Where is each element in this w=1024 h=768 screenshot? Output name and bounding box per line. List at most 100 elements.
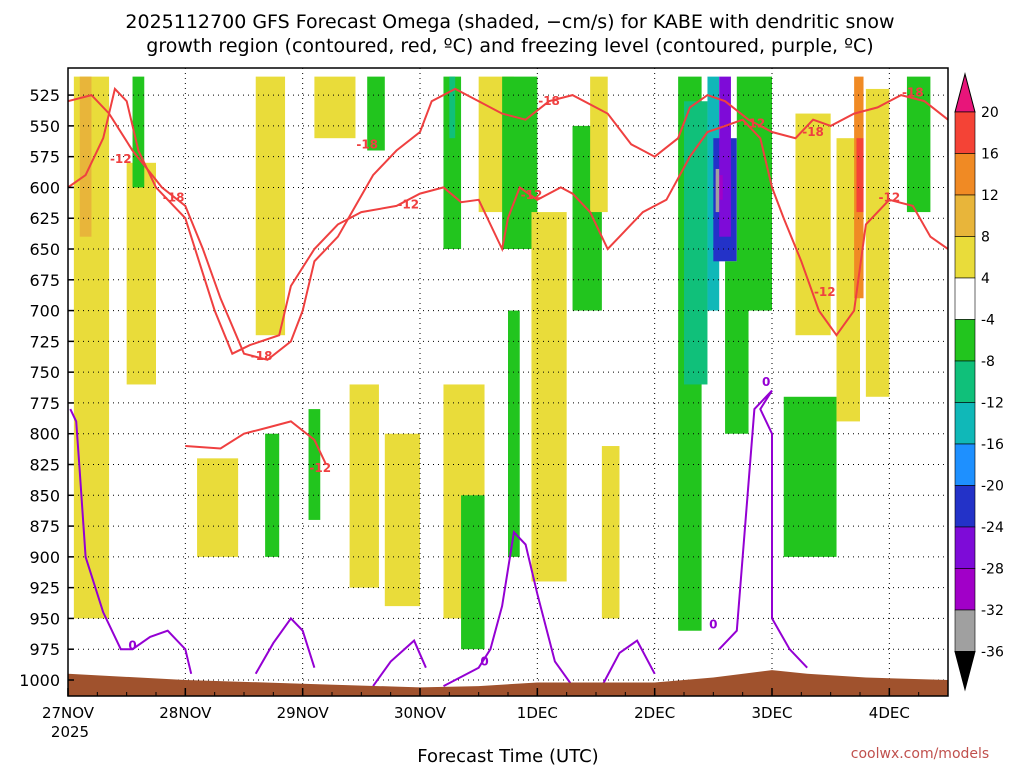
freezing-contours: 0 0 0 0	[69, 375, 808, 687]
omega-region-1	[79, 76, 92, 237]
omega-region-2	[126, 162, 156, 385]
colorbar-swatch-6	[954, 360, 976, 403]
freezing-label-1: 0	[480, 655, 488, 669]
dgz-label-2: -18	[251, 349, 273, 363]
omega-region-12	[443, 76, 462, 250]
dgz-contour-0	[68, 86, 948, 356]
omega-region-5	[255, 76, 286, 336]
colorbar-label-3: 8	[981, 230, 990, 246]
y-tick-label-4: 625	[29, 209, 60, 228]
dgz-contours: -12 -18 -18 -18 -12 -12 -12 -18 -12 -18 -12 -12 -18	[68, 86, 948, 475]
y-axis: 525 550 575 600 625 650 675 700 725 750 775 800 825 8…	[19, 86, 74, 690]
colorbar-label-9: -20	[981, 479, 1004, 495]
omega-region-29	[715, 168, 720, 213]
y-tick-label-17: 950	[29, 609, 60, 628]
omega-region-21	[590, 76, 608, 213]
y-tick-label-19: 1000	[19, 671, 60, 690]
omega-region-11	[367, 76, 385, 151]
y-tick-label-5: 650	[29, 240, 60, 259]
omega-region-38	[906, 76, 931, 213]
y-tick-label-10: 775	[29, 394, 60, 413]
y-tick-label-9: 750	[29, 363, 60, 382]
y-tick-label-3: 600	[29, 178, 60, 197]
y-tick-label-12: 825	[29, 456, 60, 475]
dgz-label-1: -18	[163, 190, 185, 204]
dgz-label-12: -18	[902, 86, 924, 100]
x-tick-label-6: 3DEC	[751, 704, 792, 722]
omega-region-19	[531, 212, 567, 582]
colorbar-label-5: -4	[981, 313, 995, 329]
dgz-label-6: -12	[521, 188, 543, 202]
omega-region-4	[197, 458, 239, 557]
freezing-contour-1	[254, 616, 316, 675]
x-tick-label-4: 1DEC	[517, 704, 558, 722]
x-tick-label-2: 29NOV	[277, 704, 330, 722]
colorbar-swatch-12	[954, 609, 976, 652]
dgz-label-3: -18	[356, 137, 378, 151]
omega-region-31	[736, 76, 772, 311]
omega-region-9	[349, 384, 379, 588]
dgz-label-7: -18	[538, 94, 560, 108]
omega-region-7	[314, 76, 356, 139]
freezing-contour-3	[443, 530, 574, 687]
x-tick-label-3: 30NOV	[394, 704, 447, 722]
colorbar-swatch-3	[954, 236, 976, 279]
colorbar-swatch-4	[954, 277, 976, 320]
y-tick-label-8: 725	[29, 332, 60, 351]
x-year-label: 2025	[51, 723, 89, 741]
y-tick-label-13: 850	[29, 486, 60, 505]
x-axis: 27NOV 28NOV 29NOV 30NOV 1DEC 2DEC 3DEC 4DEC	[42, 688, 949, 722]
omega-region-32	[795, 113, 831, 336]
y-tick-label-1: 550	[29, 117, 60, 136]
omega-region-0	[73, 76, 110, 619]
colorbar-swatch-10	[954, 526, 976, 569]
colorbar-label-0: 20	[981, 105, 999, 121]
freezing-label-0: 0	[128, 639, 136, 653]
y-tick-label-11: 800	[29, 425, 60, 444]
terrain-fill	[68, 670, 948, 696]
colorbar-swatch-8	[954, 443, 976, 486]
colorbar-label-4: 4	[981, 271, 990, 287]
colorbar-swatch-5	[954, 319, 976, 362]
credit-text: coolwx.com/models	[851, 746, 989, 762]
colorbar-label-6: -8	[981, 354, 995, 370]
y-tick-label-15: 900	[29, 548, 60, 567]
freezing-contour-5	[718, 389, 808, 669]
colorbar-swatch-9	[954, 485, 976, 528]
y-tick-label-18: 975	[29, 640, 60, 659]
x-axis-label: Forecast Time (UTC)	[417, 746, 598, 767]
colorbar-label-10: -24	[981, 520, 1004, 536]
freezing-contour-4	[601, 639, 656, 687]
omega-region-37	[865, 88, 890, 397]
omega-region-8	[308, 409, 321, 520]
colorbar-label-7: -12	[981, 396, 1004, 412]
dgz-label-5: -12	[309, 461, 331, 475]
dgz-label-11: -12	[878, 190, 900, 204]
dgz-contour-1	[68, 87, 948, 361]
freezing-contour-0	[69, 408, 193, 675]
colorbar-label-8: -16	[981, 437, 1004, 453]
colorbar: 20 16 12 8 4 -4 -8 -12 -16 -20 -24 -28 -32 -36	[954, 72, 1004, 692]
omega-region-22	[601, 446, 620, 619]
colorbar-swatch-1	[954, 153, 976, 196]
colorbar-label-12: -32	[981, 603, 1004, 619]
y-tick-label-16: 925	[29, 579, 60, 598]
x-tick-label-7: 4DEC	[869, 704, 910, 722]
colorbar-swatch-0	[954, 111, 976, 154]
freezing-label-2: 0	[709, 618, 717, 632]
colorbar-swatch-11	[954, 568, 976, 611]
dgz-label-4: -12	[397, 198, 419, 212]
colorbar-label-13: -36	[981, 645, 1004, 661]
colorbar-bottom-arrow	[954, 651, 976, 692]
y-tick-label-14: 875	[29, 517, 60, 536]
chart-title-line-2: growth region (contoured, red, ºC) and f…	[146, 35, 873, 57]
dgz-label-10: -12	[814, 285, 836, 299]
omega-region-6	[265, 433, 280, 557]
freezing-contour-2	[372, 638, 427, 687]
omega-region-14	[461, 495, 485, 650]
colorbar-label-1: 16	[981, 147, 999, 163]
terrain	[68, 670, 948, 696]
omega-region-10	[384, 433, 420, 607]
gridlines	[67, 68, 948, 696]
